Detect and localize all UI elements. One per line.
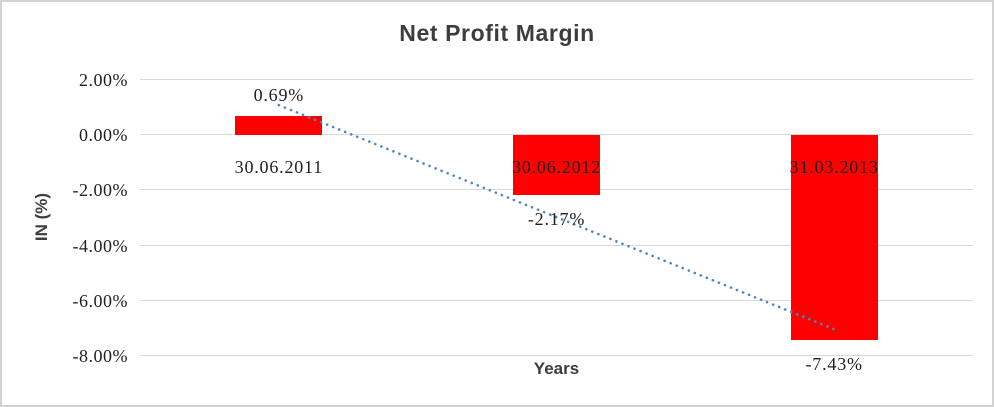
y-axis-tick-label: 2.00% bbox=[79, 70, 128, 90]
data-label: -7.43% bbox=[805, 354, 863, 375]
x-axis-title: Years bbox=[533, 359, 580, 378]
bar-30.06.2012 bbox=[513, 135, 600, 196]
y-axis-tick-label: -4.00% bbox=[72, 235, 128, 256]
category-label: 30.06.2012 bbox=[512, 157, 601, 178]
data-label: -2.17% bbox=[527, 209, 586, 230]
category-label: 30.06.2011 bbox=[234, 157, 323, 178]
bar-30.06.2011 bbox=[235, 116, 323, 136]
y-axis-tick-label: 0.00% bbox=[79, 125, 128, 146]
y-axis-tick-label: -2.00% bbox=[72, 180, 128, 201]
gridline bbox=[140, 355, 973, 356]
bar-31.03.2013 bbox=[790, 135, 878, 341]
trendline bbox=[277, 103, 836, 331]
gridline bbox=[140, 244, 973, 246]
gridline bbox=[140, 134, 973, 136]
gridline bbox=[140, 299, 973, 301]
category-label: 31.03.2013 bbox=[789, 157, 879, 178]
gridline bbox=[140, 79, 973, 80]
y-axis-tick-label: -6.00% bbox=[72, 290, 128, 311]
data-label: 0.69% bbox=[253, 85, 305, 106]
y-axis-tick-label: -8.00% bbox=[72, 346, 128, 366]
chart-title: Net Profit Margin bbox=[399, 20, 595, 46]
